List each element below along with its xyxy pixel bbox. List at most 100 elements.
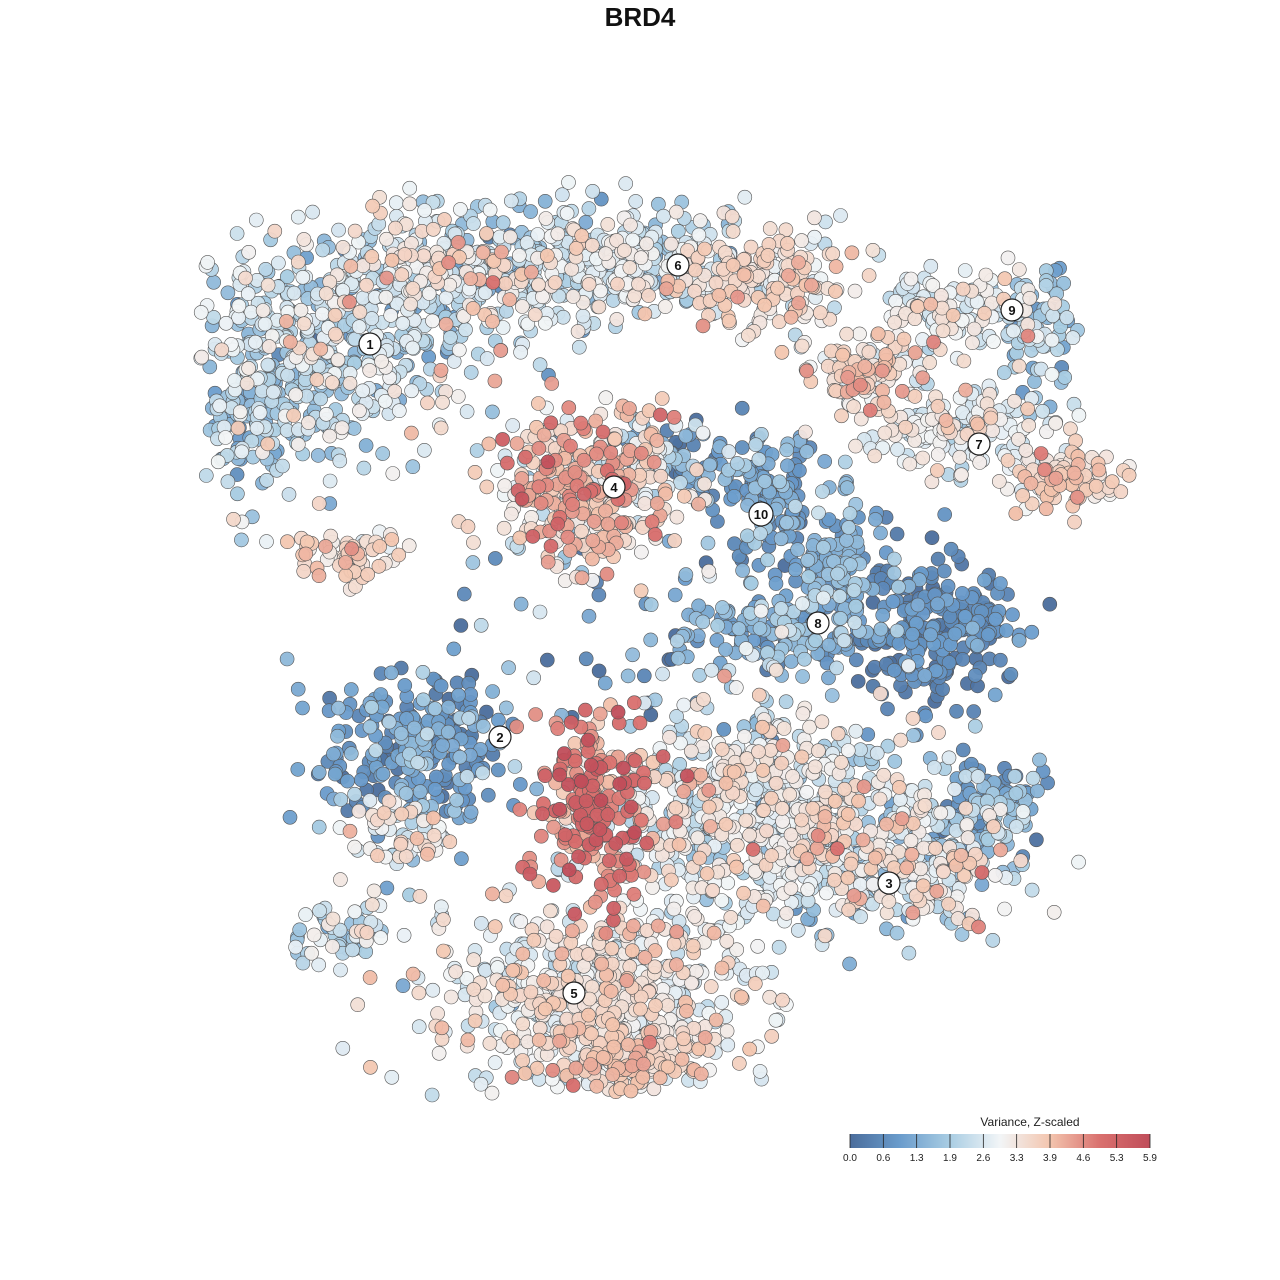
cell-point: [581, 608, 597, 624]
cell-point: [633, 1001, 648, 1017]
cell-point: [768, 775, 784, 791]
cell-point: [816, 590, 831, 606]
cell-point: [910, 299, 926, 314]
cell-point: [811, 505, 826, 521]
cell-point: [798, 424, 813, 440]
cell-point: [905, 728, 921, 743]
cell-point: [947, 781, 962, 797]
cell-point: [828, 284, 843, 299]
cell-point: [830, 726, 846, 742]
cell-point: [958, 769, 974, 784]
cell-point: [676, 1031, 691, 1047]
cell-point: [699, 866, 715, 881]
cell-point: [663, 872, 679, 888]
cell-point: [581, 947, 596, 962]
cell-point: [370, 848, 385, 863]
cell-point: [356, 460, 372, 476]
cell-point: [318, 286, 334, 301]
cell-point: [1032, 752, 1047, 768]
cell-point: [260, 436, 276, 452]
cell-point: [435, 738, 450, 753]
cell-point: [485, 684, 500, 699]
cell-point: [985, 423, 1000, 438]
cell-point: [1059, 310, 1075, 325]
cell-point: [687, 262, 703, 278]
cell-point: [891, 579, 906, 595]
cell-point: [532, 357, 548, 373]
cell-point: [456, 586, 472, 602]
cell-point: [678, 428, 694, 444]
cell-point: [466, 952, 482, 968]
cell-point: [721, 313, 737, 329]
cell-point: [861, 344, 877, 360]
cell-point: [848, 598, 864, 614]
cell-point: [330, 728, 345, 744]
cell-point: [1018, 442, 1034, 458]
cell-point: [267, 223, 283, 239]
cell-point: [280, 367, 296, 383]
cell-point: [660, 998, 676, 1013]
cell-point: [311, 765, 327, 780]
cell-point: [331, 222, 346, 238]
cell-point: [847, 615, 863, 630]
cell-point: [667, 533, 682, 548]
cell-point: [901, 945, 917, 961]
cell-point: [453, 618, 469, 633]
cell-point: [352, 304, 368, 320]
cell-point: [415, 692, 431, 708]
cell-point: [967, 718, 983, 734]
cell-point: [1047, 296, 1063, 311]
cell-point: [726, 488, 742, 504]
cell-point: [759, 823, 774, 839]
cell-point: [443, 989, 459, 1005]
cell-point: [710, 618, 726, 633]
cell-point: [1025, 770, 1041, 786]
cell-point: [381, 714, 397, 730]
cell-point: [383, 665, 399, 681]
cell-point: [214, 342, 229, 358]
cell-point: [498, 888, 514, 904]
cell-point: [433, 678, 449, 694]
cell-point: [343, 746, 359, 761]
cell-point: [669, 633, 685, 649]
cell-point: [935, 323, 951, 339]
cell-point: [352, 403, 367, 419]
cell-point: [673, 475, 688, 490]
cell-point: [259, 534, 274, 549]
cell-point: [424, 1087, 440, 1103]
cell-point: [490, 762, 506, 778]
cell-point: [427, 701, 443, 717]
cell-point: [421, 349, 437, 365]
cell-point: [238, 270, 253, 286]
cell-point: [398, 786, 414, 801]
cell-point: [305, 204, 320, 220]
cell-point: [725, 258, 741, 273]
cell-point: [794, 749, 810, 765]
cell-point: [591, 299, 607, 315]
cell-point: [955, 652, 970, 667]
cell-point: [503, 506, 519, 522]
cell-point: [335, 240, 351, 255]
cell-point: [641, 288, 656, 303]
cell-point: [290, 681, 306, 697]
cell-point: [364, 249, 380, 264]
cell-point: [252, 405, 268, 420]
cell-point: [807, 759, 823, 775]
cell-point: [280, 534, 295, 550]
cell-point: [936, 563, 952, 579]
cell-point: [669, 509, 685, 525]
cell-point: [338, 568, 354, 583]
cell-point: [983, 410, 999, 426]
cell-point: [383, 308, 399, 323]
cell-point: [736, 885, 751, 901]
cell-point: [774, 755, 789, 771]
cell-point: [501, 660, 516, 676]
cell-point: [748, 437, 764, 453]
cell-point: [703, 979, 719, 994]
cell-point: [425, 222, 441, 237]
cell-point: [825, 246, 841, 261]
cell-point: [334, 420, 350, 436]
cell-point: [738, 813, 754, 828]
cell-point: [210, 454, 226, 470]
cell-point: [631, 276, 646, 292]
